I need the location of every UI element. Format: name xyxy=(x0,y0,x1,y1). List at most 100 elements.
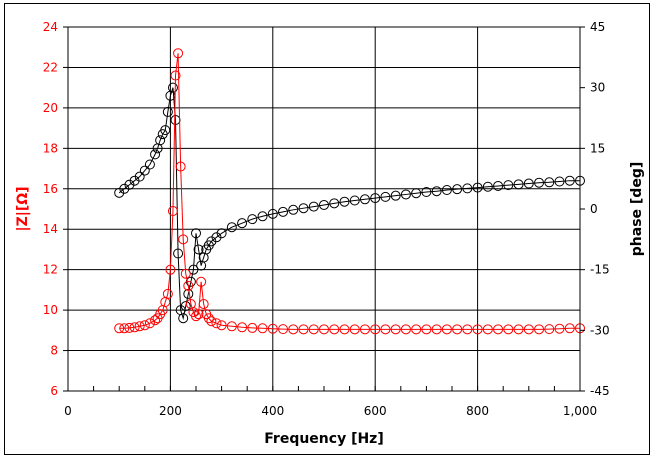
impedance-point xyxy=(411,324,422,335)
phase-point xyxy=(339,196,350,207)
impedance-point xyxy=(298,324,309,335)
impedance-point xyxy=(124,322,135,333)
phase-point xyxy=(144,159,155,170)
impedance-point xyxy=(339,324,350,335)
impedance-point xyxy=(114,323,125,334)
phase-point xyxy=(329,198,340,209)
x-tick-label: 200 xyxy=(159,404,182,418)
y-tick-label: 24 xyxy=(43,20,58,34)
impedance-point xyxy=(196,276,207,287)
phase-point xyxy=(441,184,452,195)
y-tick-label: 20 xyxy=(43,101,58,115)
phase-point xyxy=(523,178,534,189)
y2-tick-label: 30 xyxy=(590,81,605,95)
phase-point xyxy=(237,218,248,229)
impedance-point xyxy=(247,322,258,333)
impedance-point xyxy=(421,324,432,335)
phase-point xyxy=(257,211,268,222)
phase-point xyxy=(247,214,258,225)
impedance-point xyxy=(319,324,329,335)
y2-tick-label: -45 xyxy=(590,384,610,398)
phase-point xyxy=(308,201,319,212)
y2-axis-title: phase [deg] xyxy=(629,162,645,256)
impedance-point xyxy=(198,299,209,310)
phase-point xyxy=(564,175,575,186)
impedance-point xyxy=(203,313,214,324)
impedance-point xyxy=(180,268,191,279)
impedance-point xyxy=(139,320,150,331)
impedance-point xyxy=(534,324,545,335)
y-tick-label: 16 xyxy=(43,182,58,196)
phase-point xyxy=(191,228,201,239)
y-tick-label: 22 xyxy=(43,60,58,74)
series-layer xyxy=(114,48,585,335)
impedance-point xyxy=(257,323,268,334)
impedance-point xyxy=(513,324,524,335)
impedance-point xyxy=(503,324,514,335)
impedance-point xyxy=(170,70,181,81)
impedance-point xyxy=(462,324,473,335)
y-tick-label: 12 xyxy=(43,263,58,277)
phase-point xyxy=(160,125,171,136)
grid xyxy=(67,26,581,392)
y-tick-label: 14 xyxy=(43,222,58,236)
phase-point xyxy=(472,182,483,193)
phase-point xyxy=(462,183,473,194)
phase-point xyxy=(162,106,173,117)
impedance-point xyxy=(452,324,463,335)
phase-point xyxy=(216,228,227,239)
impedance-point xyxy=(472,324,483,335)
phase-point xyxy=(390,190,401,201)
impedance-point xyxy=(390,324,401,335)
impedance-point xyxy=(554,323,565,334)
impedance-point xyxy=(267,323,278,334)
chart-frame xyxy=(4,3,650,455)
impedance-point xyxy=(288,324,299,335)
phase-point xyxy=(370,193,381,204)
impedance-point xyxy=(349,324,360,335)
series-line-impedance xyxy=(119,53,580,330)
impedance-point xyxy=(191,311,201,322)
phase-point xyxy=(554,176,565,187)
impedance-point xyxy=(119,323,130,334)
phase-point xyxy=(178,313,189,324)
x-tick-label: 400 xyxy=(261,404,284,418)
phase-point xyxy=(167,82,178,93)
impedance-point xyxy=(129,322,140,333)
y-tick-label: 18 xyxy=(43,141,58,155)
phase-point xyxy=(180,301,191,312)
phase-point xyxy=(188,264,199,275)
impedance-point xyxy=(173,48,184,59)
impedance-point xyxy=(206,316,217,327)
y2-tick-label: -30 xyxy=(590,323,610,337)
impedance-point xyxy=(359,324,370,335)
impedance-point xyxy=(183,280,194,291)
y-tick-label: 8 xyxy=(50,344,58,358)
impedance-point xyxy=(329,324,340,335)
impedance-point xyxy=(544,324,555,335)
x-tick-label: 1,000 xyxy=(563,404,597,418)
y2-tick-label: 45 xyxy=(590,20,605,34)
phase-point xyxy=(482,181,493,192)
impedance-point xyxy=(226,321,237,332)
x-tick-label: 800 xyxy=(466,404,489,418)
y2-tick-label: -15 xyxy=(590,263,610,277)
impedance-point xyxy=(523,324,534,335)
impedance-point xyxy=(380,324,391,335)
phase-point xyxy=(400,189,411,200)
impedance-point xyxy=(193,309,204,320)
impedance-point xyxy=(400,324,411,335)
impedance-point xyxy=(564,323,575,334)
phase-point xyxy=(359,194,370,205)
phase-point xyxy=(155,135,166,146)
axes: 6 8 10 12 14 16 18 20 22 24 0 200 400 600 800 1,000 -45 -… xyxy=(43,20,610,418)
impedance-point xyxy=(175,161,186,172)
phase-point xyxy=(226,222,237,233)
impedance-point xyxy=(493,324,504,335)
phase-point xyxy=(288,204,299,215)
impedance-point xyxy=(134,321,145,332)
phase-point xyxy=(193,244,204,255)
phase-point xyxy=(493,180,504,191)
phase-point xyxy=(319,199,329,210)
